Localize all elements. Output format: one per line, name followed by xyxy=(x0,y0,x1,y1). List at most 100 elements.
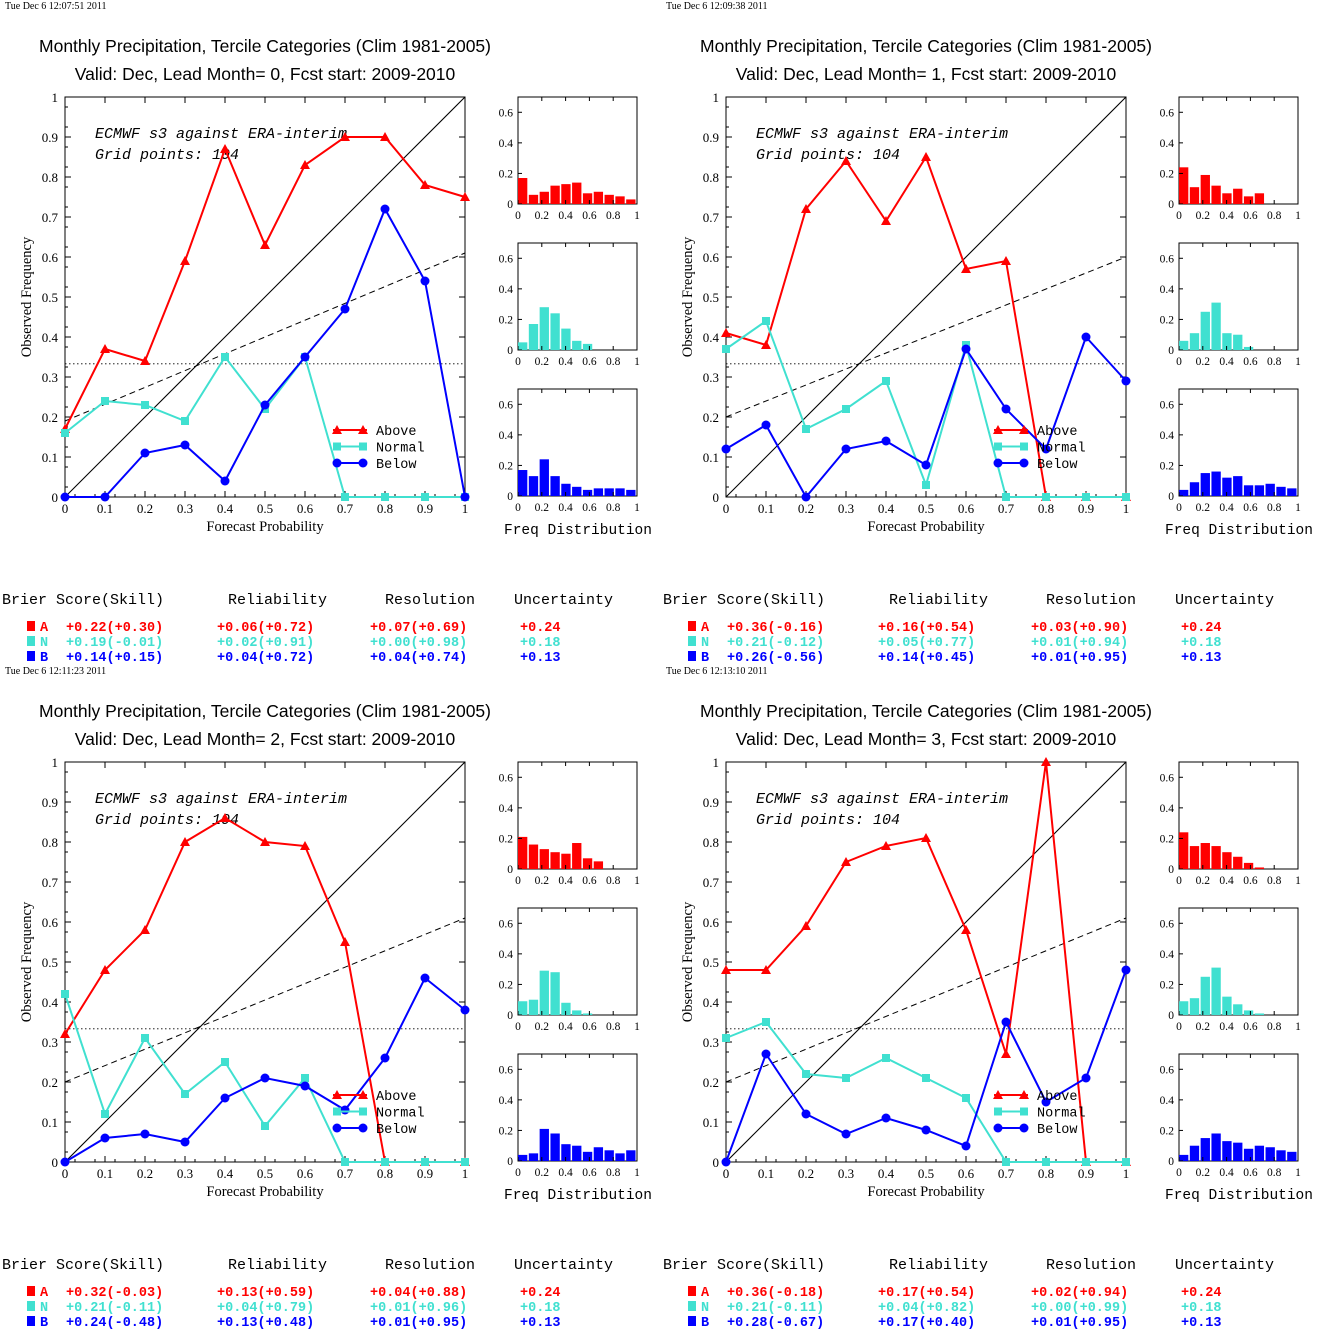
data-point-above xyxy=(260,837,270,846)
hist-x-tick-label: 1 xyxy=(1295,356,1301,368)
hist-x-tick-label: 0.4 xyxy=(1219,356,1234,368)
histogram-bar xyxy=(561,184,571,204)
score-brier: +0.28(-0.67) xyxy=(727,1316,824,1330)
histogram-bar xyxy=(1222,477,1232,496)
legend-marker xyxy=(332,458,342,468)
x-tick-label: 0.1 xyxy=(758,501,774,516)
data-point-above xyxy=(961,925,971,934)
data-point-below xyxy=(961,1141,971,1151)
histogram-bar xyxy=(518,1154,528,1161)
data-point-below xyxy=(801,1109,811,1119)
legend-label: Below xyxy=(376,458,417,473)
score-row-label: A xyxy=(701,1286,710,1301)
freq-histogram-above: 0 0.2 0.4 0.6 0 0.2 0.4 0.6 0.8 1 xyxy=(1160,761,1301,887)
data-point-normal xyxy=(1002,493,1010,501)
y-tick-label: 0.2 xyxy=(42,1075,58,1090)
data-point-normal xyxy=(802,425,810,433)
score-resolution: +0.01(+0.96) xyxy=(370,1301,467,1316)
histogram-bar xyxy=(572,486,582,496)
x-tick-label: 0.4 xyxy=(217,501,234,516)
series-normal xyxy=(722,1018,1130,1166)
data-point-normal xyxy=(1082,1158,1090,1166)
data-point-below xyxy=(60,492,70,502)
histogram-bar xyxy=(1254,193,1265,204)
data-point-normal xyxy=(1042,1158,1050,1166)
y-tick-label: 0.2 xyxy=(42,410,58,425)
histogram-bar xyxy=(550,185,560,204)
hist-x-tick-label: 0.4 xyxy=(558,1167,573,1179)
score-header: Resolution xyxy=(1046,1257,1136,1274)
hist-x-tick-label: 0 xyxy=(1176,1167,1182,1179)
hist-y-tick-label: 0 xyxy=(507,199,513,211)
histogram-bar xyxy=(1276,1150,1286,1161)
data-point-below xyxy=(841,444,851,454)
x-tick-label: 0.4 xyxy=(878,1166,895,1181)
score-header: Brier Score(Skill) xyxy=(2,592,164,609)
score-reliability: +0.13(+0.59) xyxy=(217,1286,314,1301)
x-tick-label: 0.2 xyxy=(137,1166,153,1181)
hist-x-tick-label: 0.6 xyxy=(582,210,597,222)
data-point-normal xyxy=(301,1074,309,1082)
hist-x-tick-label: 1 xyxy=(634,1021,640,1033)
series-normal xyxy=(61,990,469,1166)
score-table: Brier Score(Skill) Reliability Resolution U… xyxy=(663,1257,1274,1330)
data-point-normal xyxy=(141,401,149,409)
y-tick-label: 0.7 xyxy=(42,875,59,890)
x-axis-label: Forecast Probability xyxy=(867,1184,985,1200)
histogram-bar xyxy=(1179,489,1189,496)
score-row-label: N xyxy=(701,1301,709,1316)
histogram-bar xyxy=(582,1013,593,1015)
data-point-normal xyxy=(61,429,69,437)
y-tick-label: 0.5 xyxy=(703,955,719,970)
histogram-bar xyxy=(1189,482,1200,496)
series-below xyxy=(60,204,470,502)
histogram-bar xyxy=(561,1002,571,1015)
score-reliability: +0.04(+0.79) xyxy=(217,1301,314,1316)
hist-y-tick-label: 0.2 xyxy=(1160,979,1175,991)
legend-label: Normal xyxy=(376,1107,425,1122)
data-point-normal xyxy=(722,1034,730,1042)
legend-marker xyxy=(993,425,1003,434)
legend-label: Below xyxy=(1037,1123,1078,1138)
reliability-panel-3: Tue Dec 6 12:13:10 2011 Monthly Precipita… xyxy=(663,666,1313,1330)
hist-x-tick-label: 0.2 xyxy=(1196,356,1211,368)
data-point-below xyxy=(340,304,350,314)
data-point-normal xyxy=(842,1074,850,1082)
data-point-below xyxy=(300,1081,310,1091)
no-skill-line xyxy=(725,917,1127,1083)
legend-marker xyxy=(359,442,367,451)
hist-x-tick-label: 0.2 xyxy=(1196,1167,1211,1179)
data-point-above xyxy=(921,152,931,161)
histogram-bar xyxy=(1200,1138,1210,1161)
score-uncertainty: +0.13 xyxy=(1181,651,1222,666)
histogram-bar xyxy=(626,489,636,496)
x-axis-label: Forecast Probability xyxy=(206,1184,324,1200)
histogram-bar xyxy=(582,858,593,869)
data-point-normal xyxy=(341,1158,349,1166)
histogram-bar xyxy=(1211,185,1221,204)
hist-x-tick-label: 0.4 xyxy=(558,875,573,887)
score-row-swatch xyxy=(27,1286,35,1296)
score-row-swatch xyxy=(688,636,696,646)
data-point-below xyxy=(140,1129,150,1139)
hist-x-tick-label: 0.8 xyxy=(606,1021,621,1033)
hist-x-tick-label: 1 xyxy=(634,875,640,887)
x-tick-label: 1 xyxy=(1123,1166,1130,1181)
y-tick-label: 0 xyxy=(52,1155,59,1170)
data-point-below xyxy=(460,1005,470,1015)
data-point-above xyxy=(180,256,190,265)
hist-x-tick-label: 0 xyxy=(515,502,521,514)
data-point-above xyxy=(300,841,310,850)
histogram-bar xyxy=(572,1010,582,1015)
reliability-panel-1: Tue Dec 6 12:09:38 2011 Monthly Precipita… xyxy=(663,1,1313,666)
hist-y-tick-label: 0 xyxy=(507,345,513,357)
hist-y-tick-label: 0.2 xyxy=(499,168,514,180)
hist-x-tick-label: 0.8 xyxy=(606,356,621,368)
histogram-bar xyxy=(615,488,625,496)
hist-y-tick-label: 0.6 xyxy=(499,253,514,265)
y-tick-label: 0.3 xyxy=(703,370,719,385)
y-tick-label: 0 xyxy=(713,490,720,505)
hist-y-tick-label: 0.6 xyxy=(499,107,514,119)
annotation-text: ECMWF s3 against ERA-interim xyxy=(95,126,347,143)
hist-y-tick-label: 0 xyxy=(1168,199,1174,211)
